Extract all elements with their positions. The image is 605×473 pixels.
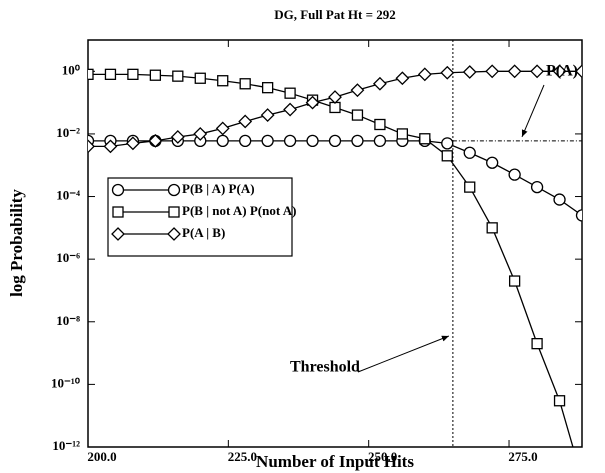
- x-axis-label: Number of Input Hits: [256, 452, 414, 471]
- x-tick-label: 250.0: [368, 449, 397, 464]
- circle-marker: [328, 134, 342, 148]
- circle-marker: [575, 209, 582, 222]
- x-tick-label: 225.0: [228, 449, 257, 464]
- circle-marker: [351, 134, 364, 148]
- circle-marker: [508, 168, 521, 181]
- square-marker: [531, 338, 543, 350]
- square-marker: [284, 87, 296, 99]
- circle-marker: [463, 146, 476, 159]
- x-tick-label: 200.0: [87, 449, 116, 464]
- circle-marker: [373, 134, 387, 148]
- diamond-marker: [372, 76, 387, 91]
- annotation-arrow: [521, 84, 545, 138]
- y-tick-label: 10⁰: [62, 62, 81, 77]
- legend-marker: [167, 227, 181, 241]
- square-marker: [194, 72, 206, 84]
- legend-marker: [111, 227, 125, 241]
- x-tick-label: 275.0: [508, 449, 537, 464]
- diamond-marker: [103, 139, 118, 154]
- square-marker: [149, 69, 162, 81]
- circle-marker: [553, 193, 566, 206]
- square-marker: [419, 133, 431, 145]
- circle-marker: [486, 156, 499, 169]
- legend-marker: [112, 206, 124, 218]
- legend-label: P(B | not A) P(not A): [182, 203, 296, 218]
- diamond-marker: [148, 133, 163, 148]
- series-line: [88, 73, 574, 447]
- y-tick-label: 10⁻⁸: [56, 313, 80, 328]
- diamond-marker: [395, 71, 410, 86]
- diamond-marker: [215, 121, 230, 136]
- diamond-marker: [530, 64, 545, 79]
- y-tick-label: 10⁻⁴: [56, 188, 80, 203]
- square-marker: [374, 118, 386, 131]
- diamond-marker: [552, 64, 567, 79]
- square-marker: [239, 78, 251, 90]
- diamond-marker: [125, 136, 140, 151]
- y-tick-label: 10⁻¹²: [52, 438, 80, 453]
- diamond-marker: [417, 67, 432, 82]
- legend-box: [107, 177, 293, 257]
- diamond-marker: [485, 64, 500, 79]
- legend-marker: [167, 183, 181, 197]
- diamond-marker: [238, 114, 253, 129]
- circle-marker: [239, 134, 252, 148]
- annotation: Threshold: [290, 359, 360, 376]
- diamond-marker: [507, 64, 522, 79]
- square-marker: [217, 75, 229, 87]
- legend-marker: [111, 183, 125, 197]
- legend-label: P(B | A) P(A): [182, 181, 255, 196]
- square-marker: [553, 395, 566, 407]
- circle-marker: [216, 134, 229, 148]
- circle-marker: [530, 180, 544, 194]
- chart-title: DG, Full Pat Ht = 292: [274, 7, 396, 22]
- circle-marker: [306, 134, 319, 148]
- diamond-marker: [170, 130, 185, 144]
- square-marker: [88, 68, 94, 80]
- square-marker: [441, 150, 453, 162]
- y-tick-label: 10⁻⁶: [56, 250, 80, 265]
- diamond-marker: [462, 65, 477, 79]
- y-axis-label: log Probability: [7, 189, 26, 297]
- diamond-marker: [350, 83, 365, 98]
- annotation: P(A): [546, 63, 578, 80]
- circle-marker: [441, 137, 454, 150]
- diamond-marker: [328, 90, 342, 105]
- diamond-marker: [260, 108, 275, 122]
- y-tick-label: 10⁻²: [56, 125, 80, 140]
- square-marker: [464, 181, 476, 193]
- y-tick-label: 10⁻¹⁰: [51, 375, 81, 390]
- diamond-marker: [305, 95, 320, 110]
- square-marker: [172, 70, 184, 82]
- plot-area: [88, 64, 582, 447]
- diamond-marker: [193, 127, 208, 141]
- circle-marker: [261, 134, 274, 148]
- diamond-marker: [575, 64, 582, 79]
- circle-marker: [283, 134, 297, 148]
- square-marker: [486, 222, 498, 234]
- diamond-marker: [440, 65, 455, 80]
- legend-marker: [168, 206, 180, 218]
- diamond-marker: [88, 139, 95, 154]
- legend-label: P(A | B): [182, 225, 225, 240]
- square-marker: [351, 109, 364, 121]
- square-marker: [104, 68, 117, 80]
- square-marker: [261, 82, 274, 94]
- annotation-arrow: [357, 335, 450, 373]
- square-marker: [396, 128, 409, 140]
- plot-frame: [87, 39, 583, 448]
- square-marker: [127, 68, 139, 80]
- diamond-marker: [283, 102, 298, 117]
- square-marker: [508, 275, 521, 287]
